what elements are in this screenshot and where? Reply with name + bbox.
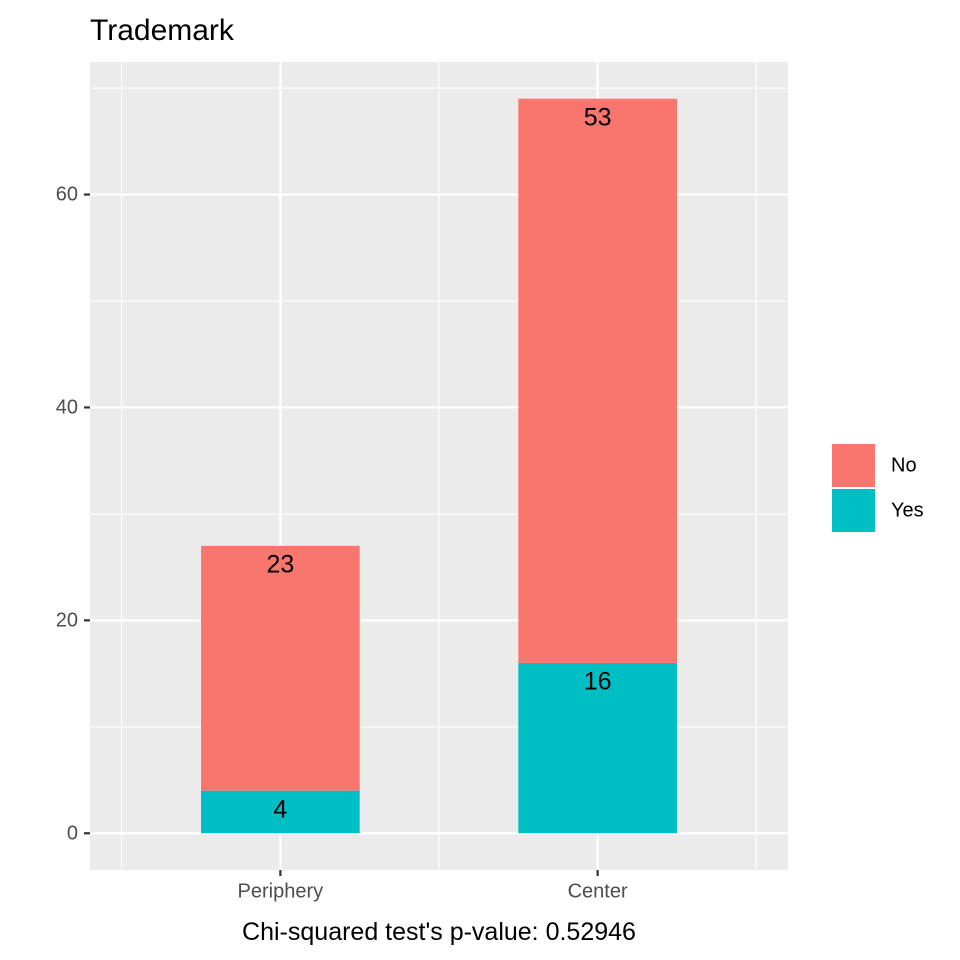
data-label-yes-periphery: 4 [273,795,287,823]
x-axis: Periphery Center [238,870,628,903]
bar-segment-no-periphery[interactable] [201,545,360,791]
bars [201,98,677,834]
y-tick-label: 20 [56,609,78,631]
y-axis: 0 20 40 60 [56,184,90,844]
data-label-yes-center: 16 [584,668,612,696]
y-tick-label: 60 [56,184,78,206]
legend[interactable]: No Yes [832,444,924,532]
legend-key-yes[interactable] [832,489,875,532]
y-tick-label: 40 [56,396,78,418]
data-label-no-periphery: 23 [266,550,294,578]
legend-key-no[interactable] [832,444,875,487]
data-label-no-center: 53 [584,103,612,131]
x-axis-label: Chi-squared test's p-value: 0.52946 [242,918,636,946]
x-tick-label: Periphery [238,881,324,903]
data-labels: 4 23 16 53 [266,103,611,823]
bar-segment-yes-center[interactable] [518,662,677,834]
chart-title: Trademark [90,14,235,47]
legend-label-no: No [891,455,917,477]
bar-segment-no-center[interactable] [518,98,677,663]
bar-segment-yes-periphery[interactable] [201,790,360,834]
legend-label-yes: Yes [891,500,924,522]
x-tick-label: Center [568,881,628,903]
y-tick-label: 0 [67,822,78,844]
